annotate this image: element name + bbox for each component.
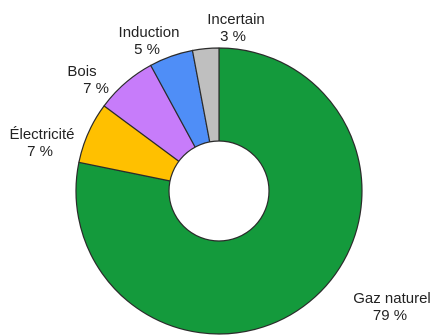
value-label-induction: 5 % — [134, 41, 160, 58]
category-label-gaz-naturel: Gaz naturel — [353, 290, 431, 307]
category-label-electricite: Électricité — [9, 126, 74, 143]
label-bois: Bois 7 % — [67, 63, 109, 97]
value-label-bois: 7 % — [83, 80, 109, 97]
value-label-electricite: 7 % — [27, 143, 53, 160]
category-label-induction: Induction — [119, 24, 180, 41]
donut-slices — [75, 47, 363, 335]
slice-gaz-naturel — [75, 47, 363, 335]
category-label-incertain: Incertain — [207, 11, 265, 28]
value-label-incertain: 3 % — [220, 28, 246, 45]
label-electricite: Électricité 7 % — [9, 126, 74, 160]
category-label-bois: Bois — [67, 63, 96, 80]
value-label-gaz-naturel: 79 % — [373, 307, 407, 324]
donut-hole — [168, 140, 270, 242]
label-incertain: Incertain 3 % — [207, 11, 265, 45]
label-gaz-naturel: Gaz naturel 79 % — [353, 290, 431, 324]
label-induction: Induction 5 % — [119, 24, 180, 58]
